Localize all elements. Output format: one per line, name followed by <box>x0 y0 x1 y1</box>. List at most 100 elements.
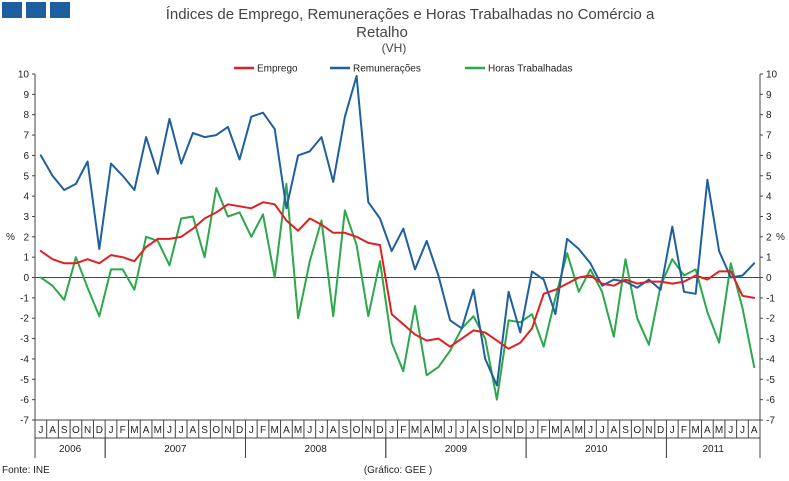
year-label: 2009 <box>445 444 468 455</box>
month-label: A <box>564 425 571 436</box>
y-tick-label-left: 5 <box>23 171 29 182</box>
series-line-remunerações <box>39 75 756 387</box>
year-label: 2008 <box>305 444 328 455</box>
month-label: J <box>448 425 453 436</box>
series-lines <box>39 75 756 401</box>
y-tick-label-left: 3 <box>23 212 29 223</box>
chart-subtitle: (VH) <box>382 41 407 55</box>
month-label: M <box>715 425 723 436</box>
month-label: F <box>400 425 406 436</box>
month-label: J <box>307 425 312 436</box>
month-label: J <box>389 425 394 436</box>
chart-title-line1: Índices de Emprego, Remunerações e Horas… <box>166 6 655 23</box>
month-label: O <box>353 425 361 436</box>
month-label: A <box>190 425 197 436</box>
y-tick-label-right: 6 <box>766 151 772 162</box>
y-tick-label-right: 2 <box>766 232 772 243</box>
month-label: D <box>236 425 243 436</box>
y-tick-label-left: 8 <box>23 110 29 121</box>
month-label: O <box>633 425 641 436</box>
y-tick-label-right: -3 <box>766 334 775 345</box>
y-axis-label-left: % <box>6 232 15 243</box>
month-label: D <box>96 425 103 436</box>
brand-block-3 <box>50 2 70 18</box>
y-tick-label-left: -4 <box>20 354 29 365</box>
month-label: J <box>38 425 43 436</box>
y-tick-label-right: 3 <box>766 212 772 223</box>
brand-logo <box>2 2 70 18</box>
y-tick-label-left: 10 <box>18 70 30 81</box>
y-tick-label-left: 1 <box>23 253 29 264</box>
y-tick-label-right: -1 <box>766 293 775 304</box>
month-label: F <box>260 425 266 436</box>
month-label: A <box>470 425 477 436</box>
month-label: M <box>411 425 419 436</box>
y-tick-label-right: 0 <box>766 273 772 284</box>
y-tick-label-left: 6 <box>23 151 29 162</box>
y-tick-label-right: -7 <box>766 416 775 427</box>
month-label: A <box>704 425 711 436</box>
year-label: 2006 <box>59 444 82 455</box>
brand-block-1 <box>2 2 22 18</box>
month-label: F <box>541 425 547 436</box>
month-label: O <box>493 425 501 436</box>
month-label: A <box>283 425 290 436</box>
month-label: N <box>365 425 372 436</box>
series-line-horas-trabalhadas <box>39 182 756 401</box>
y-tick-label-left: 4 <box>23 192 29 203</box>
month-label: M <box>434 425 442 436</box>
y-tick-label-right: -2 <box>766 314 775 325</box>
month-label: M <box>154 425 162 436</box>
month-label: S <box>61 425 68 436</box>
y-tick-label-right: -6 <box>766 395 775 406</box>
month-label: D <box>517 425 524 436</box>
y-tick-label-left: 9 <box>23 90 29 101</box>
month-label: A <box>330 425 337 436</box>
month-label: D <box>657 425 664 436</box>
legend-label: Horas Trabalhadas <box>488 64 573 75</box>
y-tick-label-left: -2 <box>20 314 29 325</box>
year-label: 2007 <box>164 444 187 455</box>
y-tick-label-right: -4 <box>766 354 775 365</box>
y-tick-label-right: 5 <box>766 171 772 182</box>
month-label: F <box>681 425 687 436</box>
month-label: M <box>551 425 559 436</box>
y-tick-label-left: -3 <box>20 334 29 345</box>
month-label: J <box>740 425 745 436</box>
month-label: J <box>179 425 184 436</box>
month-label: O <box>212 425 220 436</box>
month-label: S <box>622 425 629 436</box>
month-label: S <box>482 425 489 436</box>
month-label: J <box>459 425 464 436</box>
month-label: M <box>271 425 279 436</box>
y-tick-label-left: 7 <box>23 131 29 142</box>
month-label: A <box>610 425 617 436</box>
month-label: J <box>588 425 593 436</box>
legend-label: Emprego <box>257 64 298 75</box>
month-label: S <box>201 425 208 436</box>
legend: Emprego Remunerações Horas Trabalhadas <box>234 64 573 75</box>
credit-note: (Gráfico: GEE ) <box>364 465 432 476</box>
y-tick-label-left: -6 <box>20 395 29 406</box>
month-label: J <box>670 425 675 436</box>
month-label: M <box>692 425 700 436</box>
month-label: J <box>728 425 733 436</box>
y-tick-label-right: 7 <box>766 131 772 142</box>
chart-title-line2: Retalho <box>356 24 408 41</box>
y-tick-label-left: -5 <box>20 375 29 386</box>
y-tick-label-right: 4 <box>766 192 772 203</box>
y-tick-label-right: 8 <box>766 110 772 121</box>
month-label: N <box>224 425 231 436</box>
y-tick-label-left: -1 <box>20 293 29 304</box>
month-label: N <box>645 425 652 436</box>
brand-block-2 <box>26 2 46 18</box>
month-label: M <box>130 425 138 436</box>
y-tick-label-right: 9 <box>766 90 772 101</box>
month-label: J <box>529 425 534 436</box>
month-label: D <box>376 425 383 436</box>
month-label: N <box>505 425 512 436</box>
source-note: Fonte: INE <box>2 465 50 476</box>
